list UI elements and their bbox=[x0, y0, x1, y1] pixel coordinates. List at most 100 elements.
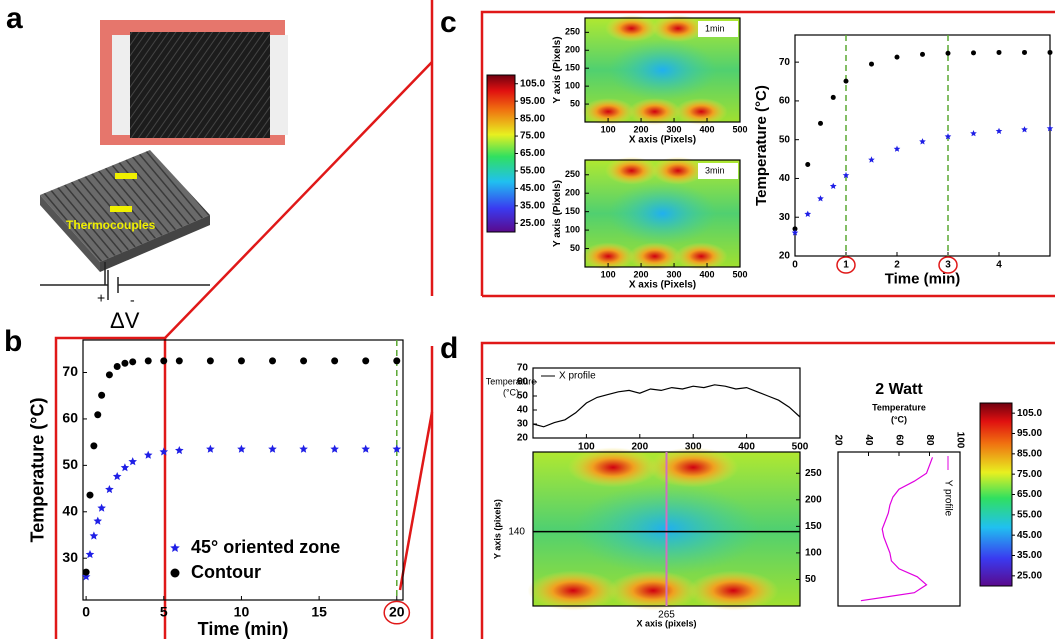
y-axis-label: Y axis (pixels) bbox=[492, 499, 502, 559]
y-tick-label: 200 bbox=[805, 494, 822, 505]
heatmap-image bbox=[527, 570, 619, 611]
data-point bbox=[128, 457, 137, 466]
data-point bbox=[996, 49, 1002, 55]
x-tick-label: 20 bbox=[389, 603, 405, 619]
y-tick-label: 30 bbox=[517, 419, 529, 430]
x-tick-label: 10 bbox=[234, 603, 250, 619]
legend-marker bbox=[170, 543, 180, 552]
colorbar-label: 45.00 bbox=[520, 183, 545, 194]
x-axis-label: (°C) bbox=[891, 414, 907, 424]
x-tick-label: 400 bbox=[738, 442, 755, 453]
legend-label: X profile bbox=[559, 371, 596, 382]
colorbar-label: 45.00 bbox=[1017, 530, 1042, 541]
fabric-end bbox=[112, 35, 134, 135]
heatmap-image bbox=[674, 98, 728, 126]
y-tick-label: 150 bbox=[565, 206, 580, 216]
heatmap-image bbox=[628, 242, 682, 271]
x-tick-label: 400 bbox=[700, 124, 715, 134]
data-point bbox=[144, 357, 152, 365]
x-axis-label: X axis (Pixels) bbox=[629, 135, 696, 146]
data-point bbox=[920, 51, 925, 57]
data-point bbox=[817, 195, 824, 202]
y-tick-label: 50 bbox=[779, 134, 791, 145]
data-point bbox=[90, 442, 98, 450]
annotation: 3min bbox=[705, 165, 725, 175]
y-tick-label: 50 bbox=[805, 574, 817, 585]
plot-frame bbox=[584, 159, 741, 268]
data-point bbox=[362, 357, 370, 365]
fabric bbox=[130, 32, 270, 138]
x-tick-label: 0 bbox=[792, 260, 798, 271]
data-point bbox=[842, 171, 850, 179]
data-point bbox=[869, 61, 874, 67]
heatmap-image bbox=[607, 570, 699, 611]
crosshair-label: 140 bbox=[508, 526, 525, 537]
y-axis-label: (°C) bbox=[503, 387, 519, 397]
heatmap-image bbox=[651, 156, 705, 185]
x-tick-label: 100 bbox=[954, 432, 965, 449]
data-point bbox=[393, 357, 401, 365]
sample-side bbox=[100, 215, 210, 272]
zoom-frames bbox=[54, 0, 1055, 639]
data-point bbox=[792, 226, 798, 232]
data-point bbox=[121, 359, 129, 367]
y-tick-label: 200 bbox=[565, 45, 580, 55]
colorbar-label: 25.00 bbox=[1017, 570, 1042, 581]
data-point bbox=[868, 156, 875, 163]
annotation-box bbox=[698, 21, 738, 37]
legend-label: Y profile bbox=[942, 480, 953, 517]
data-point bbox=[105, 371, 113, 379]
annotation-box bbox=[698, 163, 738, 179]
data-point bbox=[105, 485, 114, 494]
data-point bbox=[98, 391, 106, 399]
data-point bbox=[268, 444, 277, 453]
data-point bbox=[1047, 49, 1053, 55]
plot-frame bbox=[584, 17, 741, 123]
plot-frame bbox=[837, 451, 961, 607]
data-line bbox=[532, 384, 801, 428]
circuit bbox=[40, 262, 210, 300]
colorbar-label: 55.00 bbox=[520, 166, 545, 177]
data-point bbox=[206, 444, 215, 453]
y-tick-label: 50 bbox=[517, 391, 529, 402]
data-point bbox=[893, 145, 901, 152]
data-line bbox=[860, 457, 934, 602]
x-axis-label: X axis (Pixels) bbox=[629, 280, 696, 291]
panel-label: a bbox=[6, 2, 23, 35]
plot-frame bbox=[532, 367, 801, 439]
y-tick-label: 30 bbox=[779, 212, 791, 223]
heatmap-image bbox=[608, 181, 717, 246]
data-point bbox=[237, 444, 246, 453]
data-point bbox=[82, 568, 90, 576]
y-tick-label: 250 bbox=[805, 468, 822, 479]
y-tick-label: 100 bbox=[805, 548, 822, 559]
data-point bbox=[1046, 124, 1054, 132]
panel-label: c bbox=[440, 6, 457, 39]
data-point bbox=[830, 94, 836, 100]
heatmap-image bbox=[581, 98, 635, 126]
colorbar-label: 95.00 bbox=[1017, 428, 1042, 439]
legend-marker bbox=[170, 568, 180, 578]
y-tick-label: 60 bbox=[517, 377, 529, 388]
colorbar-label: 25.00 bbox=[520, 218, 545, 229]
y-axis-label: Temperature bbox=[486, 376, 537, 386]
y-tick-label: 60 bbox=[62, 410, 78, 426]
annotation: 1min bbox=[705, 23, 725, 33]
heatmap-image bbox=[651, 14, 705, 42]
heatmap-image bbox=[605, 14, 658, 42]
data-point bbox=[894, 54, 900, 60]
data-point bbox=[1022, 49, 1027, 55]
polarity: - bbox=[130, 292, 135, 308]
crosshair-label: 265 bbox=[658, 610, 675, 621]
heatmap-image bbox=[608, 38, 717, 102]
y-tick-label: 150 bbox=[565, 63, 580, 73]
heatmap-image bbox=[605, 156, 658, 185]
y-tick-label: 150 bbox=[805, 521, 822, 532]
x-tick-label: 1 bbox=[843, 260, 849, 271]
data-point bbox=[331, 357, 339, 365]
data-point bbox=[829, 182, 837, 189]
colorbar bbox=[486, 74, 516, 233]
colorbar-label: 85.00 bbox=[1017, 448, 1042, 459]
data-point bbox=[81, 572, 91, 581]
